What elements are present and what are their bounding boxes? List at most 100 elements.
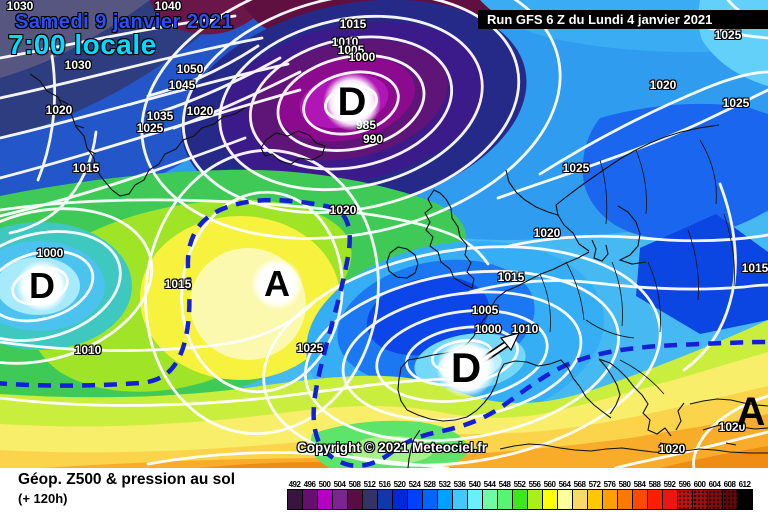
colorbar-cell xyxy=(723,490,738,509)
high-pressure-center: A xyxy=(736,389,766,434)
colorbar-cell xyxy=(408,490,423,509)
isobar-label: 1010 xyxy=(74,343,102,357)
colorbar-cell xyxy=(423,490,438,509)
colorbar-tick-label: 528 xyxy=(423,480,436,489)
colorbar-tick-label: 544 xyxy=(483,480,496,489)
colorbar-tick-label: 520 xyxy=(393,480,406,489)
colorbar-cell xyxy=(513,490,528,509)
colorbar-tick-label: 580 xyxy=(618,480,631,489)
map-svg xyxy=(0,0,768,468)
colorbar-cell xyxy=(393,490,408,509)
copyright-label: Copyright © 2021 Meteociel.fr xyxy=(297,440,487,455)
colorbar-cell xyxy=(498,490,513,509)
isobar-label: 1020 xyxy=(45,103,73,117)
isobar-label: 1015 xyxy=(741,261,768,275)
isobar-label: 1025 xyxy=(296,341,324,355)
isobar-label: 1020 xyxy=(186,104,214,118)
dashed-thickness-line xyxy=(0,197,768,468)
colorbar-tick-label: 572 xyxy=(588,480,601,489)
isobar-label: 1005 xyxy=(471,303,499,317)
isobar-label: 1020 xyxy=(329,203,357,217)
isobar-label: 1025 xyxy=(562,161,590,175)
country-borders xyxy=(539,139,735,395)
colorbar-cell xyxy=(318,490,333,509)
colorbar-cell xyxy=(483,490,498,509)
isobar-label: 1015 xyxy=(497,270,525,284)
isobar-label: 1010 xyxy=(511,322,539,336)
isobar-label: 1005 xyxy=(337,43,365,57)
colorbar-tick-label: 560 xyxy=(543,480,556,489)
colorbar-tick-label: 548 xyxy=(498,480,511,489)
colorbar-tick-label: 568 xyxy=(573,480,586,489)
coastlines xyxy=(29,73,768,468)
colorbar-tick-label: 612 xyxy=(738,480,751,489)
colorbar-cell xyxy=(678,490,693,509)
isobar-label: 1020 xyxy=(533,226,561,240)
legend-title: Géop. Z500 & pression au sol xyxy=(18,471,236,488)
colorbar-tick-label: 604 xyxy=(708,480,721,489)
isobar-label: 1030 xyxy=(6,0,34,13)
colorbar-cell xyxy=(663,490,678,509)
colorbar-cell xyxy=(603,490,618,509)
colorbar-tick-label: 516 xyxy=(378,480,391,489)
colorbar-tick-label: 492 xyxy=(288,480,301,489)
colorbar-cell xyxy=(288,490,303,509)
colorbar-cell xyxy=(378,490,393,509)
isobar-label: 990 xyxy=(362,132,384,146)
isobar-label: 1030 xyxy=(64,58,92,72)
colorbar-tick-label: 596 xyxy=(678,480,691,489)
colorbar-cell xyxy=(588,490,603,509)
colorbar-tick-label: 532 xyxy=(438,480,451,489)
colorbar-cell xyxy=(363,490,378,509)
colorbar-cell xyxy=(468,490,483,509)
colorbar-cell xyxy=(333,490,348,509)
weather-map: 1030 1040 1030 1050 1045 1020 1035 1020 1025 1015… xyxy=(0,0,768,468)
colorbar-tick-label: 508 xyxy=(348,480,361,489)
legend-footer: Géop. Z500 & pression au sol (+ 120h) 49… xyxy=(0,468,768,512)
low-pressure-center: D xyxy=(16,260,68,312)
colorbar xyxy=(287,489,753,510)
colorbar-cell xyxy=(648,490,663,509)
date-label: Samedi 9 janvier 2021 xyxy=(15,11,234,33)
colorbar-tick-labels: 492 496 500 504 508 512 516 520 524 528 532 536 540 5… xyxy=(287,480,752,489)
colorbar-cell xyxy=(543,490,558,509)
colorbar-tick-label: 536 xyxy=(453,480,466,489)
time-label: 7:00 locale xyxy=(8,29,157,60)
colorbar-tick-label: 540 xyxy=(468,480,481,489)
isobar-label: 1020 xyxy=(658,442,686,456)
legend-lead-time: (+ 120h) xyxy=(18,491,68,506)
isobar-label: 1000 xyxy=(474,322,502,336)
isobar-label: 1000 xyxy=(348,50,376,64)
run-info-bar: Run GFS 6 Z du Lundi 4 janvier 2021 xyxy=(478,10,768,29)
isobar-label: 1035 xyxy=(146,109,174,123)
colorbar-tick-label: 512 xyxy=(363,480,376,489)
colorbar-cell xyxy=(558,490,573,509)
colorbar-tick-label: 584 xyxy=(633,480,646,489)
colorbar-cell xyxy=(453,490,468,509)
colorbar-cell xyxy=(348,490,363,509)
high-pressure-center: A xyxy=(251,258,303,310)
isobar-label: 1045 xyxy=(168,78,196,92)
colorbar-tick-label: 576 xyxy=(603,480,616,489)
colorbar-tick-label: 500 xyxy=(318,480,331,489)
isobar-label: 1020 xyxy=(649,78,677,92)
colorbar-cell xyxy=(528,490,543,509)
colorbar-tick-label: 504 xyxy=(333,480,346,489)
isobar-label: 1000 xyxy=(36,246,64,260)
colorbar-tick-label: 608 xyxy=(723,480,736,489)
colorbar-tick-label: 588 xyxy=(648,480,661,489)
isobar-label: 1015 xyxy=(72,161,100,175)
isobar-label: 1020 xyxy=(718,420,746,434)
colorbar-cell xyxy=(438,490,453,509)
colorbar-tick-label: 524 xyxy=(408,480,421,489)
colorbar-cell xyxy=(693,490,708,509)
colorbar-cell xyxy=(618,490,633,509)
isobar-label: 1025 xyxy=(714,28,742,42)
colorbar-cell xyxy=(738,490,752,509)
colorbar-tick-label: 552 xyxy=(513,480,526,489)
isobar-label: 1010 xyxy=(331,35,359,49)
low-pressure-center: D xyxy=(436,338,496,398)
colorbar-cell xyxy=(303,490,318,509)
colorbar-cell xyxy=(573,490,588,509)
